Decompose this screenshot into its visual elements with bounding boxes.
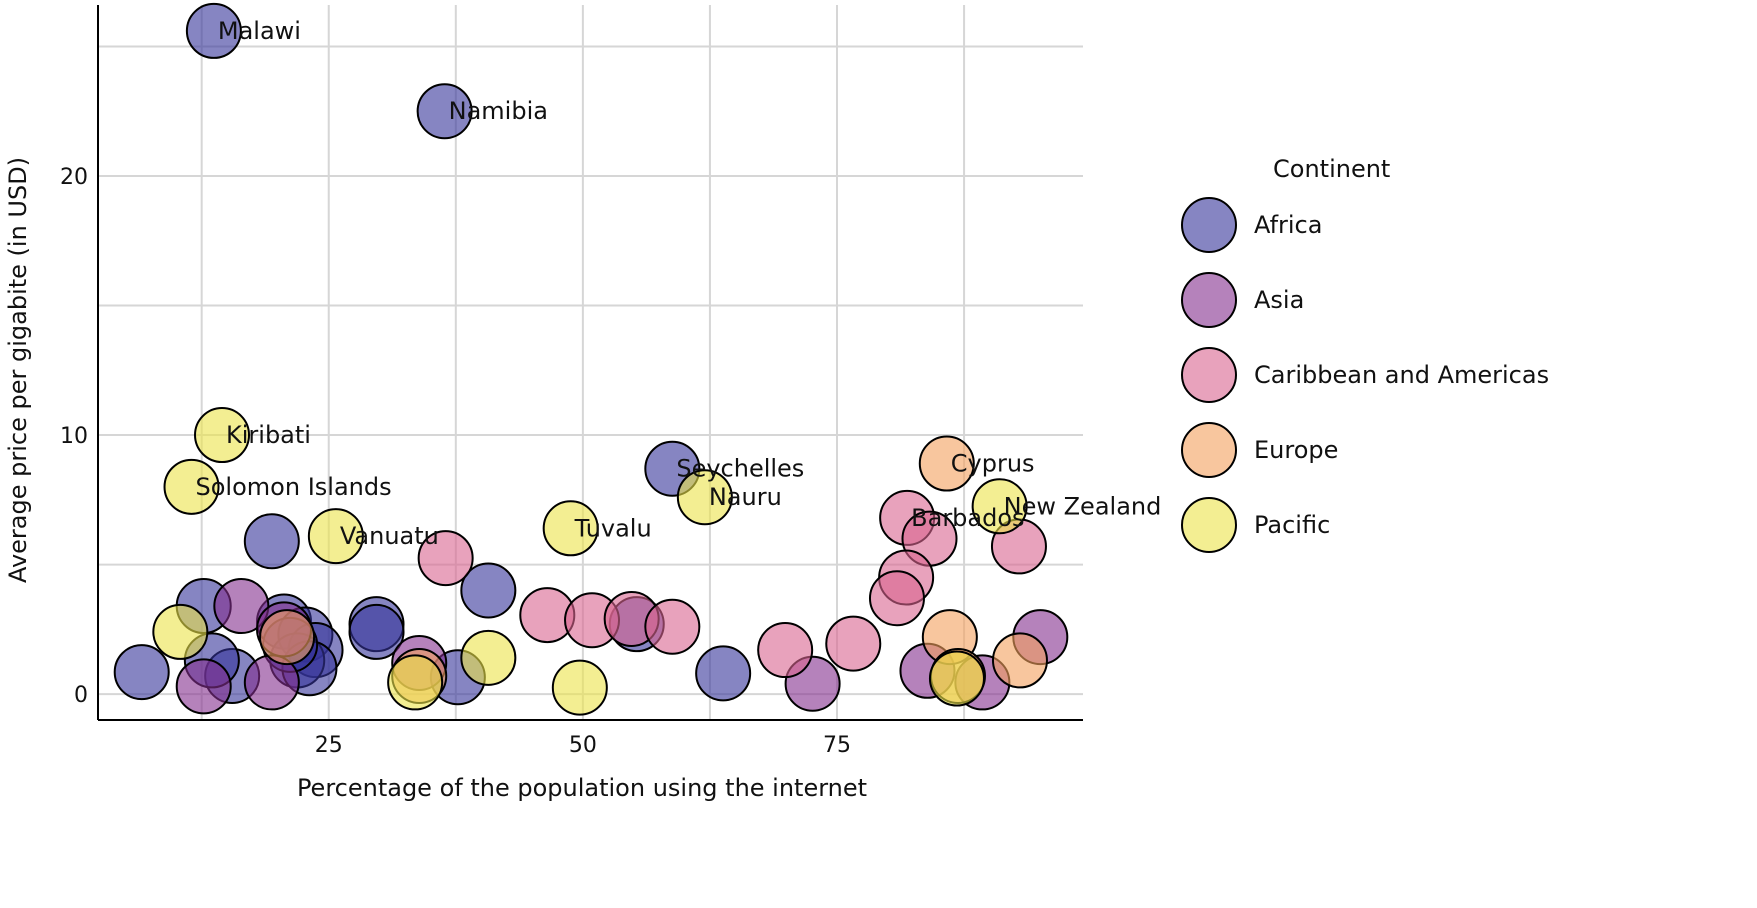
data-point	[387, 654, 444, 711]
data-point	[918, 435, 975, 492]
y-tick-label: 20	[60, 165, 88, 190]
y-tick-label: 10	[60, 424, 88, 449]
y-axis-label: Average price per gigabite (in USD)	[4, 157, 32, 583]
legend-title: Continent	[1273, 155, 1390, 183]
data-point	[991, 632, 1048, 689]
legend-swatch	[1181, 197, 1237, 253]
legend: Continent Africa Asia Caribbean and Americ…	[1181, 155, 1549, 553]
data-point	[825, 615, 882, 672]
legend-swatch	[1181, 347, 1237, 403]
grid	[98, 5, 1083, 720]
data-point	[185, 2, 242, 59]
legend-swatch	[1181, 497, 1237, 553]
legend-entry: Pacific	[1254, 511, 1330, 539]
x-axis-label: Percentage of the population using the i…	[297, 774, 867, 802]
point-label: Barbados	[911, 504, 1024, 532]
x-tick-label: 25	[315, 733, 343, 758]
data-point	[416, 83, 473, 140]
point-label: New Zealand	[1004, 492, 1162, 520]
data-point	[113, 644, 170, 701]
point-label: Seychelles	[676, 455, 804, 483]
legend-entry: Asia	[1254, 286, 1304, 314]
point-label: Namibia	[449, 97, 548, 125]
data-point	[259, 609, 316, 666]
point-label: Kiribati	[226, 421, 311, 449]
point-label: Malawi	[218, 17, 301, 45]
data-point	[695, 645, 752, 702]
data-point	[460, 562, 517, 619]
data-point	[542, 500, 599, 557]
data-point	[307, 508, 364, 565]
data-point	[928, 650, 985, 707]
point-label: Tuvalu	[574, 514, 652, 542]
point-label: Solomon Islands	[196, 473, 392, 501]
point-label: Nauru	[709, 483, 782, 511]
x-tick-label: 75	[823, 733, 851, 758]
data-point	[868, 570, 925, 627]
legend-swatch	[1181, 272, 1237, 328]
data-point	[348, 603, 405, 660]
data-point	[163, 458, 220, 515]
data-point	[175, 658, 232, 715]
data-point	[243, 513, 300, 570]
point-label: Vanuatu	[340, 522, 439, 550]
legend-entry: Caribbean and Americas	[1254, 361, 1549, 389]
y-tick-label: 0	[74, 683, 88, 708]
points	[113, 2, 1069, 716]
data-point	[971, 478, 1028, 535]
legend-entry: Europe	[1254, 436, 1338, 464]
data-point	[417, 530, 474, 587]
data-point	[676, 469, 733, 526]
legend-swatch	[1181, 422, 1237, 478]
data-point	[152, 603, 209, 660]
data-point	[644, 598, 701, 655]
data-point	[213, 578, 270, 635]
axes: 25 50 75 0 10 20	[60, 5, 1083, 758]
point-label: Cyprus	[951, 450, 1035, 478]
data-point	[551, 659, 608, 716]
data-point	[757, 622, 814, 679]
data-point	[460, 629, 517, 686]
point-labels: Malawi Namibia Seychelles Barbados Cyprus Kir…	[196, 17, 1162, 550]
legend-entry: Africa	[1254, 211, 1322, 239]
x-tick-label: 50	[569, 733, 597, 758]
data-point	[194, 407, 251, 464]
